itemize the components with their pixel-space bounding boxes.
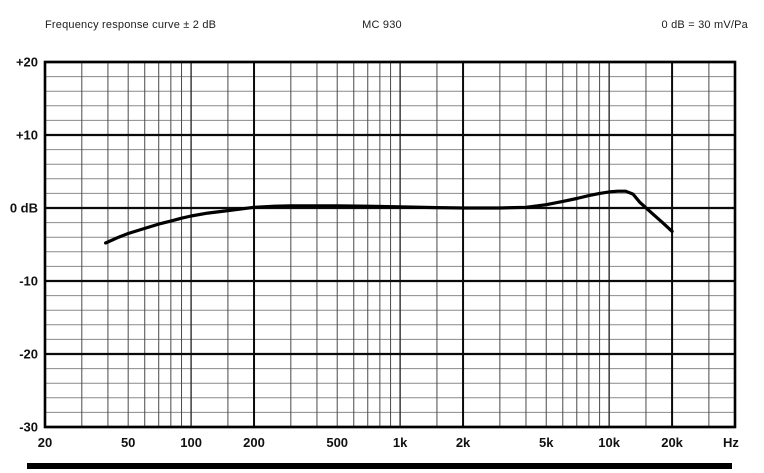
- y-axis-tick-label: 0 dB: [10, 201, 38, 216]
- x-axis-tick-label: 500: [326, 435, 348, 450]
- y-axis-tick-label: -20: [19, 347, 38, 362]
- x-axis-tick-label: 100: [180, 435, 202, 450]
- y-axis-tick-label: +20: [16, 55, 38, 70]
- y-axis-tick-label: -30: [19, 420, 38, 435]
- x-axis-tick-label: 10k: [598, 435, 620, 450]
- y-axis-tick-label: -10: [19, 274, 38, 289]
- x-axis-tick-label: 1k: [393, 435, 408, 450]
- x-axis-tick-label: 20k: [661, 435, 683, 450]
- model-label: MC 930: [362, 19, 402, 31]
- x-axis-tick-label: 5k: [539, 435, 554, 450]
- x-axis-tick-label: 50: [121, 435, 135, 450]
- x-axis-tick-label: 20: [38, 435, 52, 450]
- response-curve: [103, 189, 674, 245]
- bottom-rule: [27, 463, 732, 469]
- plot-frame: [43, 60, 737, 429]
- sensitivity-reference-label: 0 dB = 30 mV/Pa: [661, 19, 748, 31]
- y-axis-tick-label: +10: [16, 128, 38, 143]
- x-axis-unit-label: Hz: [723, 435, 739, 450]
- x-axis-tick-label: 200: [243, 435, 265, 450]
- x-axis-tick-label: 2k: [456, 435, 471, 450]
- chart-title: Frequency response curve ± 2 dB: [45, 19, 217, 31]
